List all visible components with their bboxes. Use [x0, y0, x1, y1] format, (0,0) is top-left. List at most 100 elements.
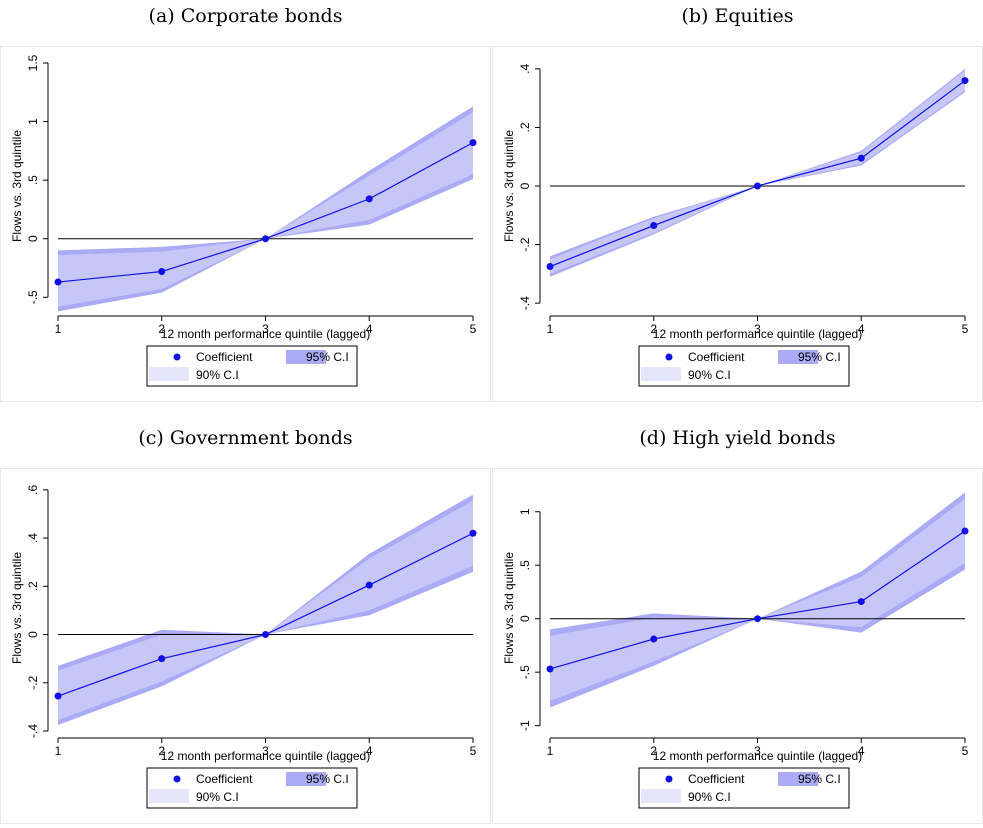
y-tick-label: 0	[26, 235, 40, 242]
x-tick-label: 5	[962, 744, 969, 758]
legend-coefficient-marker	[173, 353, 181, 361]
y-tick-label: -.5	[518, 665, 532, 679]
coefficient-point	[365, 195, 373, 203]
x-tick-label: 5	[962, 322, 969, 336]
y-tick-label: -.4	[26, 724, 40, 738]
x-tick-label: 3	[262, 322, 269, 336]
x-tick-label: 5	[470, 322, 477, 336]
chart-government-bonds: -.4 -.2 0 .2 .4 .6 Flows vs. 3rd quintile 1 2 3 4 5…	[10, 484, 477, 809]
legend-ci90-label: 90% C.I	[196, 790, 239, 804]
x-tick-label: 4	[858, 322, 865, 336]
x-tick-label: 2	[158, 322, 165, 336]
y-tick-label: .2	[518, 122, 532, 132]
legend-coefficient-marker	[665, 353, 673, 361]
legend-coefficient-label: Coefficient	[688, 772, 745, 786]
x-tick-label: 3	[754, 744, 761, 758]
panel-government-bonds: (c) Government bonds -.4 -.2 0 .2 .4 .6 Flows …	[0, 426, 491, 826]
y-tick-label: .5	[26, 175, 40, 185]
ci90-band	[58, 112, 473, 307]
legend-coefficient-label: Coefficient	[196, 772, 253, 786]
chart-equities: -.4 -.2 0 .2 .4 Flows vs. 3rd quintile 1 2 3 4 5 12…	[502, 64, 969, 387]
x-tick-label: 1	[547, 744, 554, 758]
coefficient-point	[650, 222, 658, 230]
plot-frame: -1 -.5 0 .5 1 Flows vs. 3rd quintile 1 2 3 4 5 12 m…	[492, 468, 983, 824]
y-axis-label: Flows vs. 3rd quintile	[10, 552, 24, 664]
coefficient-point	[857, 598, 865, 606]
x-tick-label: 4	[366, 744, 373, 758]
y-axis-label: Flows vs. 3rd quintile	[502, 130, 516, 242]
y-tick-label: -.4	[518, 296, 532, 310]
plot-frame: -.4 -.2 0 .2 .4 .6 Flows vs. 3rd quintile 1 2 3 4 5…	[0, 468, 491, 824]
legend: Coefficient 95% C.I 90% C.I	[638, 767, 850, 809]
legend-ci90-swatch	[149, 789, 189, 803]
y-tick-label: -.5	[26, 290, 40, 304]
legend-ci95-swatch	[778, 772, 818, 786]
coefficient-point	[262, 235, 269, 243]
coefficient-point	[754, 182, 761, 190]
x-tick-label: 5	[470, 744, 477, 758]
coefficient-point	[262, 631, 269, 639]
y-tick-label: 0	[518, 615, 532, 622]
legend: Coefficient 95% C.I 90% C.I	[638, 345, 850, 387]
legend-ci90-label: 90% C.I	[196, 368, 239, 382]
coefficient-point	[650, 635, 658, 643]
y-tick-label: .4	[518, 64, 532, 74]
coefficient-point	[546, 665, 554, 673]
legend-ci95-label: 95% C.I	[306, 350, 349, 364]
y-tick-label: 0	[518, 182, 532, 189]
coefficient-point	[754, 615, 761, 623]
coefficient-point	[158, 268, 166, 276]
coefficient-point	[546, 263, 554, 271]
x-axis-label: 12 month performance quintile (lagged)	[161, 327, 370, 341]
y-tick-label: 0	[26, 631, 40, 638]
legend-coefficient-label: Coefficient	[196, 350, 253, 364]
chart-high-yield-bonds: -1 -.5 0 .5 1 Flows vs. 3rd quintile 1 2 3 4 5 12 m…	[502, 492, 969, 809]
legend-ci95-swatch	[286, 772, 326, 786]
coefficient-point	[365, 581, 373, 589]
x-axis-label: 12 month performance quintile (lagged)	[653, 327, 862, 341]
y-tick-label: 1.5	[26, 54, 40, 71]
x-tick-label: 1	[55, 322, 62, 336]
ci90-band	[550, 70, 965, 274]
legend-ci95-label: 95% C.I	[798, 772, 841, 786]
x-tick-label: 2	[650, 744, 657, 758]
coefficient-point	[54, 278, 62, 286]
x-tick-label: 2	[158, 744, 165, 758]
x-tick-label: 2	[650, 322, 657, 336]
x-tick-label: 4	[858, 744, 865, 758]
coefficient-point	[961, 77, 969, 85]
x-tick-label: 4	[366, 322, 373, 336]
y-tick-label: .5	[518, 560, 532, 570]
legend: Coefficient 95% C.I 90% C.I	[146, 767, 358, 809]
y-tick-label: 1	[26, 118, 40, 125]
panel-title: (c) Government bonds	[138, 427, 353, 449]
panel-title: (a) Corporate bonds	[148, 5, 343, 27]
y-axis-label: Flows vs. 3rd quintile	[10, 130, 24, 242]
legend-coefficient-marker	[173, 775, 181, 783]
x-tick-label: 3	[754, 322, 761, 336]
legend-coefficient-label: Coefficient	[688, 350, 745, 364]
coefficient-point	[158, 655, 166, 663]
plot-frame: -.4 -.2 0 .2 .4 Flows vs. 3rd quintile 1 2 3 4 5 12…	[492, 46, 983, 402]
panel-title: (d) High yield bonds	[639, 427, 836, 449]
y-tick-label: .6	[26, 484, 40, 494]
coefficient-point	[469, 529, 477, 537]
legend-coefficient-marker	[665, 775, 673, 783]
coefficient-point	[857, 154, 865, 162]
plot-frame: -.5 0.5 1 1.5 Flows vs. 3rd quintile 1 2 3 4 5 12 …	[0, 46, 491, 402]
panel-title: (b) Equities	[681, 5, 794, 27]
legend-ci90-label: 90% C.I	[688, 368, 731, 382]
y-tick-label: .4	[26, 533, 40, 543]
y-tick-label: .2	[26, 581, 40, 591]
y-tick-label: -.2	[518, 237, 532, 251]
x-axis-label: 12 month performance quintile (lagged)	[161, 749, 370, 763]
panel-corporate-bonds: (a) Corporate bonds -.5 0 .5 1 1.5 Flows vs. …	[0, 4, 491, 404]
legend-ci95-swatch	[286, 350, 326, 364]
coefficient-point	[469, 139, 477, 147]
x-tick-label: 1	[547, 322, 554, 336]
legend-ci90-swatch	[641, 789, 681, 803]
ci90-band	[58, 500, 473, 721]
legend-ci90-label: 90% C.I	[688, 790, 731, 804]
x-tick-label: 1	[55, 744, 62, 758]
